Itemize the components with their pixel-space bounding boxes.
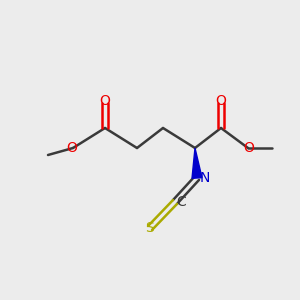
- Text: O: O: [67, 141, 77, 155]
- Polygon shape: [192, 148, 202, 178]
- Text: S: S: [146, 221, 154, 235]
- Text: N: N: [200, 171, 210, 185]
- Text: O: O: [216, 94, 226, 108]
- Text: O: O: [244, 141, 254, 155]
- Text: C: C: [176, 195, 186, 209]
- Text: O: O: [100, 94, 110, 108]
